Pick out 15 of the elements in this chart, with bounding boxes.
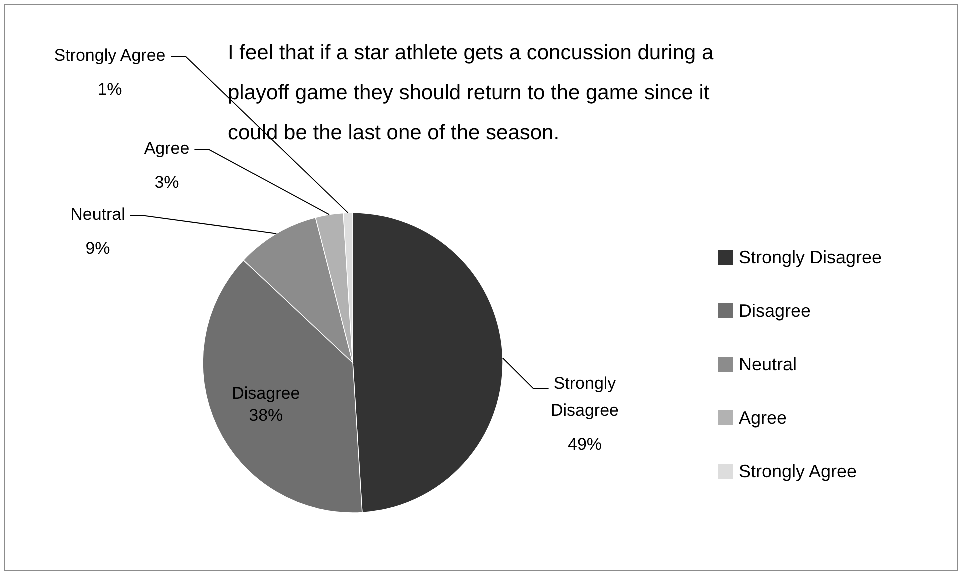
legend-label: Agree	[739, 408, 788, 428]
legend-label: Strongly Agree	[739, 461, 858, 482]
slice-label: Disagree	[232, 384, 300, 403]
data-label: 3%	[154, 172, 180, 192]
legend-label: Strongly Disagree	[739, 247, 882, 268]
data-label: 9%	[86, 238, 110, 258]
data-label: 38%	[249, 406, 284, 425]
data-label: 1%	[98, 80, 122, 99]
slice-label: Strongly Disagree	[550, 374, 620, 420]
slice-label: Agree	[144, 138, 190, 158]
data-label: 49%	[568, 434, 602, 454]
slice-label: Neutral	[70, 204, 126, 224]
legend-label: Neutral	[739, 354, 798, 374]
slice-label: Strongly Agree	[54, 46, 166, 65]
legend-label: Disagree	[739, 300, 812, 321]
